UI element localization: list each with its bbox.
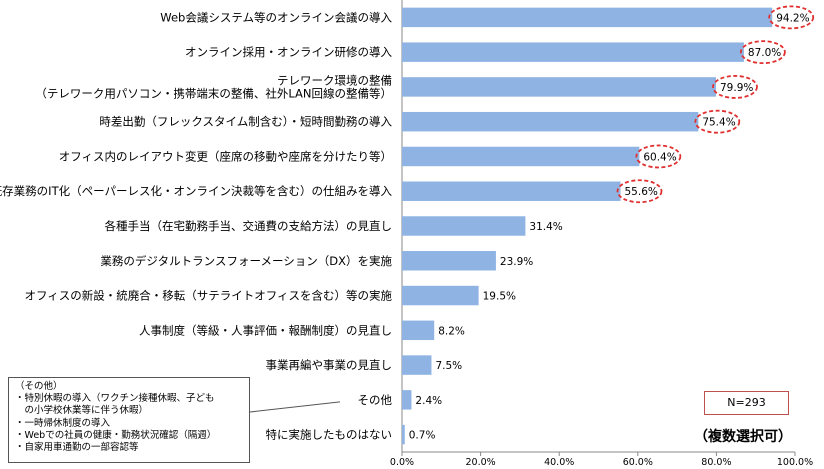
- highlight-ellipse: [768, 5, 815, 30]
- value-label: 7.5%: [435, 360, 462, 372]
- category-label: その他: [358, 393, 393, 407]
- value-label: 75.4%: [702, 117, 735, 129]
- multi-select-note: （複数選択可）: [694, 429, 792, 445]
- value-label: 23.9%: [500, 256, 533, 268]
- category-label: 業務のデジタルトランスフォーメーション（DX）を実施: [100, 254, 392, 268]
- category-label: 事業再編や事業の見直し: [266, 358, 393, 372]
- category-label: 人事制度（等級・人事評価・報酬制度）の見直し: [139, 323, 392, 337]
- bar: [402, 251, 496, 271]
- value-label: 0.7%: [409, 430, 436, 442]
- other-note-box: （その他） ・特別休暇の導入（ワクチン接種休暇、子ども の小学校休業等に伴う休暇）…: [8, 377, 250, 463]
- x-tick-label: 40.0%: [544, 457, 574, 468]
- value-label: 2.4%: [415, 395, 442, 407]
- category-label: オンライン採用・オンライン研修の導入: [185, 45, 392, 59]
- value-label: 94.2%: [776, 12, 809, 24]
- highlight-ellipse: [635, 144, 682, 169]
- value-label: 31.4%: [529, 221, 562, 233]
- category-label: オフィスの新設・統廃合・移転（サテライトオフィスを含む）等の実施: [24, 289, 392, 303]
- sample-size-label: N=293: [727, 396, 766, 409]
- note-line: ・自家用車通勤の一部容認等: [15, 442, 139, 454]
- note-line: ・一時帰休制度の導入: [15, 417, 111, 429]
- x-tick-label: 0.0%: [390, 457, 414, 468]
- bar: [402, 77, 717, 97]
- category-label: （テレワーク用パソコン・携帯端末の整備、社外LAN回線の整備等）: [35, 86, 392, 100]
- highlight-ellipse: [712, 75, 758, 99]
- x-tick-label: 60.0%: [623, 457, 653, 468]
- value-label: 87.0%: [748, 47, 781, 59]
- bar: [402, 320, 435, 341]
- value-label: 79.9%: [720, 82, 753, 94]
- sample-size-box: N=293: [704, 391, 789, 415]
- category-label: 各種手当（在宅勤務手当、交通費の支給方法）の見直し: [105, 219, 393, 233]
- value-label: 60.4%: [643, 151, 676, 163]
- bar: [402, 424, 405, 445]
- highlight-ellipse: [740, 40, 786, 65]
- value-label: 8.2%: [438, 325, 465, 337]
- note-leader-line: [249, 401, 341, 413]
- highlight-ellipse: [694, 109, 741, 134]
- category-label: テレワーク環境の整備: [277, 73, 392, 87]
- note-line: （その他）: [15, 381, 63, 392]
- category-label: 時差出勤（フレックスタイム制含む）・短時間勤務の導入: [99, 115, 392, 129]
- bar: [402, 285, 479, 306]
- category-label: Web会議システム等のオンライン会議の導入: [160, 10, 392, 24]
- bar: [402, 216, 526, 236]
- category-label: 特に実施したものはない: [266, 428, 393, 442]
- x-tick-label: 80.0%: [701, 457, 731, 468]
- category-label: 既存業務のIT化（ペーパーレス化・オンライン決裁等を含む）の仕組みを導入: [0, 184, 392, 198]
- category-label: オフィス内のレイアウト変更（座席の移動や座席を分けたり等）: [59, 149, 392, 163]
- bar: [402, 355, 432, 375]
- value-label: 55.6%: [625, 186, 658, 198]
- note-line: の小学校休業等に伴う休暇）: [15, 405, 149, 417]
- note-line: ・Webでの社員の健康・勤務状況確認（隔週）: [15, 429, 217, 441]
- bar: [402, 146, 640, 167]
- bar: [402, 7, 773, 28]
- bar: [402, 42, 744, 62]
- bar: [402, 390, 412, 410]
- note-line: ・特別休暇の導入（ワクチン接種休暇、子ども: [15, 393, 215, 405]
- bar: [402, 111, 699, 132]
- x-tick-label: 100.0%: [777, 457, 813, 468]
- x-tick-label: 20.0%: [466, 457, 496, 468]
- value-label: 19.5%: [483, 291, 516, 303]
- highlight-ellipse: [616, 179, 663, 204]
- bar: [402, 181, 621, 201]
